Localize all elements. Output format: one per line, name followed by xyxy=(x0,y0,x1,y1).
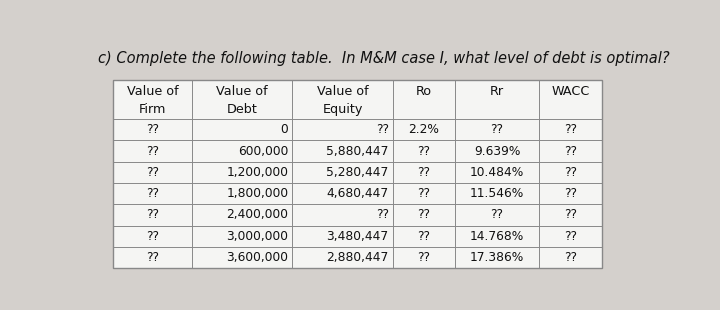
Text: 17.386%: 17.386% xyxy=(470,251,524,264)
Text: ??: ?? xyxy=(418,187,431,200)
Text: ??: ?? xyxy=(146,123,159,136)
Text: ??: ?? xyxy=(376,123,389,136)
Text: ??: ?? xyxy=(564,123,577,136)
Text: 0: 0 xyxy=(281,123,289,136)
Text: WACC: WACC xyxy=(551,85,590,98)
Text: 1,800,000: 1,800,000 xyxy=(226,187,289,200)
Text: ??: ?? xyxy=(146,166,159,179)
Text: 2.2%: 2.2% xyxy=(408,123,439,136)
Text: Equity: Equity xyxy=(323,103,363,116)
Text: c) Complete the following table.  In M&M case I, what level of debt is optimal?: c) Complete the following table. In M&M … xyxy=(98,51,670,66)
Text: 2,400,000: 2,400,000 xyxy=(226,208,289,221)
Text: ??: ?? xyxy=(418,166,431,179)
Text: 3,600,000: 3,600,000 xyxy=(226,251,289,264)
Text: ??: ?? xyxy=(418,230,431,243)
Text: 3,480,447: 3,480,447 xyxy=(327,230,389,243)
Text: 4,680,447: 4,680,447 xyxy=(327,187,389,200)
Text: Firm: Firm xyxy=(139,103,166,116)
Text: 9.639%: 9.639% xyxy=(474,144,521,157)
Text: 10.484%: 10.484% xyxy=(470,166,524,179)
Text: 2,880,447: 2,880,447 xyxy=(326,251,389,264)
Text: ??: ?? xyxy=(564,251,577,264)
Text: ??: ?? xyxy=(564,230,577,243)
Text: 11.546%: 11.546% xyxy=(470,187,524,200)
Text: ??: ?? xyxy=(564,144,577,157)
Text: 600,000: 600,000 xyxy=(238,144,289,157)
Text: 3,000,000: 3,000,000 xyxy=(226,230,289,243)
Text: 5,280,447: 5,280,447 xyxy=(326,166,389,179)
Text: ??: ?? xyxy=(418,251,431,264)
Text: ??: ?? xyxy=(146,187,159,200)
Text: Value of: Value of xyxy=(127,85,179,98)
Text: ??: ?? xyxy=(146,208,159,221)
Text: ??: ?? xyxy=(564,208,577,221)
Text: ??: ?? xyxy=(146,251,159,264)
Text: Ro: Ro xyxy=(415,85,432,98)
Text: ??: ?? xyxy=(490,123,503,136)
Text: 14.768%: 14.768% xyxy=(470,230,524,243)
Text: 5,880,447: 5,880,447 xyxy=(326,144,389,157)
Text: ??: ?? xyxy=(490,208,503,221)
Text: ??: ?? xyxy=(376,208,389,221)
Text: ??: ?? xyxy=(564,166,577,179)
Text: Value of: Value of xyxy=(317,85,368,98)
Text: ??: ?? xyxy=(418,208,431,221)
Bar xyxy=(113,80,601,268)
Text: Debt: Debt xyxy=(227,103,258,116)
Text: ??: ?? xyxy=(146,230,159,243)
Text: ??: ?? xyxy=(564,187,577,200)
Text: 1,200,000: 1,200,000 xyxy=(226,166,289,179)
Text: Value of: Value of xyxy=(216,85,268,98)
Text: ??: ?? xyxy=(146,144,159,157)
Text: Rr: Rr xyxy=(490,85,504,98)
Text: ??: ?? xyxy=(418,144,431,157)
